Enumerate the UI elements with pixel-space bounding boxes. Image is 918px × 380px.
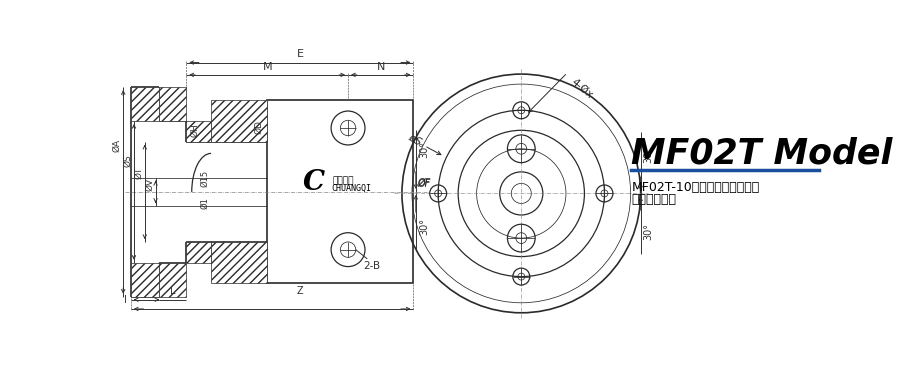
Text: 30°: 30° xyxy=(643,223,653,241)
Text: ØD: ØD xyxy=(254,120,263,134)
Polygon shape xyxy=(211,100,267,142)
Text: ØT: ØT xyxy=(134,166,143,179)
Text: C: C xyxy=(302,169,324,196)
Text: MF02T Model: MF02T Model xyxy=(632,136,893,170)
Bar xyxy=(267,100,413,283)
Text: CHUANGQI: CHUANGQI xyxy=(331,184,371,193)
Text: ØF: ØF xyxy=(418,178,431,188)
Polygon shape xyxy=(160,87,186,121)
Text: ØV: ØV xyxy=(145,177,154,191)
Polygon shape xyxy=(211,242,267,283)
Text: N: N xyxy=(376,62,385,72)
Text: E: E xyxy=(297,49,304,59)
Text: ØA: ØA xyxy=(113,139,122,152)
Text: 山东创启: 山东创启 xyxy=(332,176,354,185)
Text: Ø1: Ø1 xyxy=(200,197,209,209)
Text: 30°: 30° xyxy=(420,141,430,158)
Text: Ø15: Ø15 xyxy=(200,169,209,187)
Text: øS: øS xyxy=(407,132,423,147)
Text: 2-B: 2-B xyxy=(364,261,381,271)
Text: 4-Øx: 4-Øx xyxy=(569,76,595,100)
Polygon shape xyxy=(160,263,186,297)
Text: Z: Z xyxy=(297,286,303,296)
Text: ØH: ØH xyxy=(190,124,199,137)
Text: ØS: ØS xyxy=(123,155,132,168)
Text: MF02T-10型两通路带中心通孔: MF02T-10型两通路带中心通孔 xyxy=(632,181,760,194)
Text: M: M xyxy=(263,62,272,72)
Text: L: L xyxy=(170,286,175,296)
Polygon shape xyxy=(131,263,160,297)
Polygon shape xyxy=(131,87,160,121)
Text: 30°: 30° xyxy=(643,146,653,163)
Text: 30°: 30° xyxy=(420,218,430,235)
Text: I: I xyxy=(124,295,127,305)
Text: ØF: ØF xyxy=(418,179,431,189)
Polygon shape xyxy=(186,121,211,142)
Text: 液压旋转接头: 液压旋转接头 xyxy=(632,193,677,206)
Polygon shape xyxy=(186,242,211,263)
